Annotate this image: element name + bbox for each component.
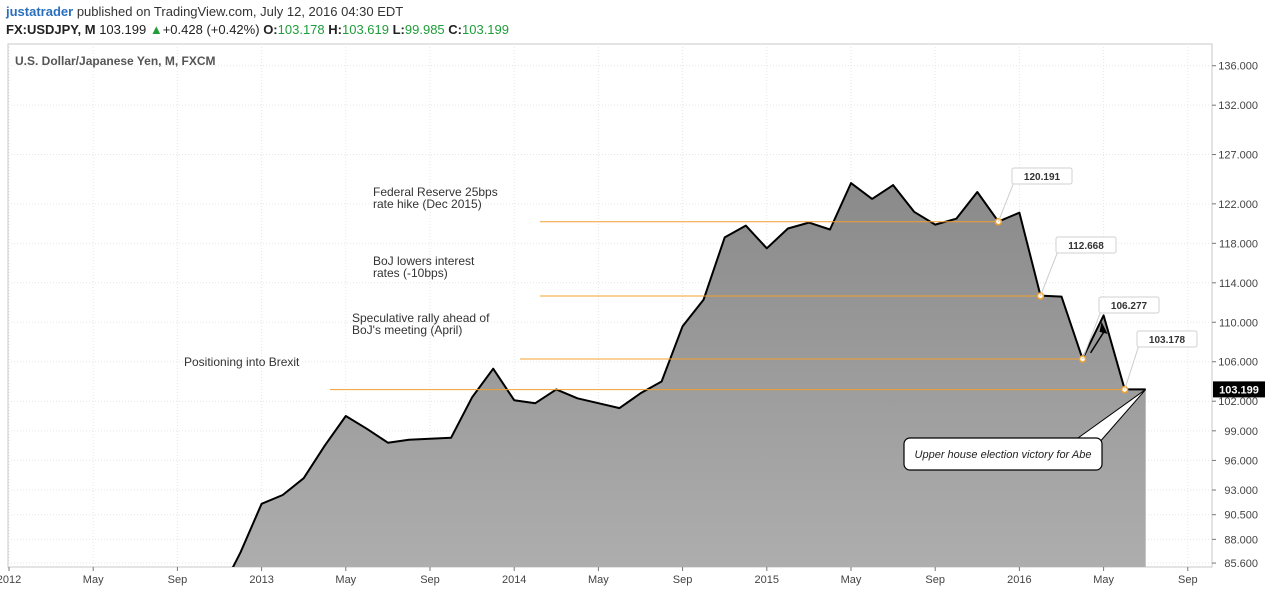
open-value: 103.178 [277,22,325,37]
author-link[interactable]: justatrader [6,4,74,19]
last-price-marker [1213,381,1265,398]
y-tick-label: 90.500 [1224,510,1258,522]
note-text: Upper house election victory for Abe [915,449,1092,461]
low-label: L: [392,22,405,37]
publish-line: justatrader published on TradingView.com… [6,4,403,19]
callout-value: 120.191 [1024,172,1061,183]
note-box [903,437,1103,471]
y-tick-label: 99.000 [1224,426,1258,438]
published-text: published on TradingView.com, July 12, 2… [76,4,404,19]
annotation-text: rate hike (Dec 2015) [373,197,482,211]
y-tick-label: 102.000 [1218,396,1258,408]
y-tick-label: 136.000 [1218,61,1258,73]
close-label: C: [448,22,462,37]
annotation-text: Speculative rally ahead of [352,311,490,325]
y-tick-label: 118.000 [1219,238,1258,250]
callout-pointer [997,181,1015,222]
callout-pointer [1124,344,1140,390]
arrow-head [1099,321,1108,334]
high-label: H: [328,22,342,37]
callout-box [1098,296,1160,314]
y-tick-label: 85.600 [1224,558,1258,570]
low-value: 99.985 [404,22,445,37]
arrow-shaft [1089,330,1106,354]
annotation-text: BoJ lowers interest [373,254,475,268]
annotation-text: Federal Reserve 25bps [373,185,498,199]
x-tick-label: 2013 [249,574,273,586]
x-tick-label: 2015 [755,574,779,586]
price-line [231,182,1146,567]
chart-title: U.S. Dollar/Japanese Yen, M, FXCM [15,54,216,68]
x-tick-label: May [83,574,104,586]
y-tick-label: 106.000 [1218,357,1258,369]
symbol-label: FX:USDJPY, M [6,22,96,37]
y-tick-label: 122.000 [1218,199,1258,211]
axes: 2012 May Sep 2013 May Sep 2014 May Sep 2015 May Sep… [0,61,1265,586]
x-tick-label: Sep [168,574,188,586]
quote-line: FX:USDJPY, M 103.199 ▲+0.428 (+0.42%) O:… [6,22,509,37]
y-tick-label: 114.000 [1219,278,1258,290]
y-tick-label: 93.000 [1224,485,1258,497]
y-tick-label: 132.000 [1218,100,1258,112]
high-value: 103.619 [341,22,389,37]
annotation-text: rates (-10bps) [373,266,448,280]
callout-pointer [1082,310,1102,360]
callout-box [1136,330,1198,348]
callout-pointer [1039,250,1059,297]
x-tick-label: 2012 [0,574,21,586]
x-tick-label: Sep [1178,574,1198,586]
last-price-label: 103.199 [1219,384,1259,396]
close-value: 103.199 [462,22,509,37]
x-tick-label: Sep [925,574,945,586]
callout-box [1055,236,1117,254]
last-price: 103.199 [99,22,147,37]
callout-value: 112.668 [1068,241,1104,252]
y-tick-label: 88.000 [1224,534,1258,546]
x-tick-label: May [588,574,609,586]
callout-value: 106.277 [1111,301,1148,312]
note-pointer-mask [1077,439,1098,442]
callout-box [1011,167,1073,185]
y-tick-label: 96.000 [1224,455,1258,467]
x-tick-label: May [1093,574,1114,586]
y-tick-label: 127.000 [1218,150,1258,162]
annotation-text: BoJ's meeting (April) [352,323,462,337]
x-tick-label: Sep [420,574,440,586]
x-tick-label: 2016 [1007,574,1031,586]
annotation-text: Positioning into Brexit [184,355,300,369]
up-arrow-icon: ▲ [149,22,163,37]
callout-value: 103.178 [1149,335,1186,346]
x-tick-label: May [335,574,356,586]
price-area [219,182,1146,567]
price-change: +0.428 (+0.42%) [162,22,260,37]
x-tick-label: Sep [673,574,693,586]
x-tick-label: May [841,574,862,586]
area-fill [219,183,1146,567]
chart-header: justatrader published on TradingView.com… [0,0,1270,42]
x-tick-label: 2014 [502,574,526,586]
open-label: O: [263,22,278,37]
y-tick-label: 110.000 [1219,317,1258,329]
